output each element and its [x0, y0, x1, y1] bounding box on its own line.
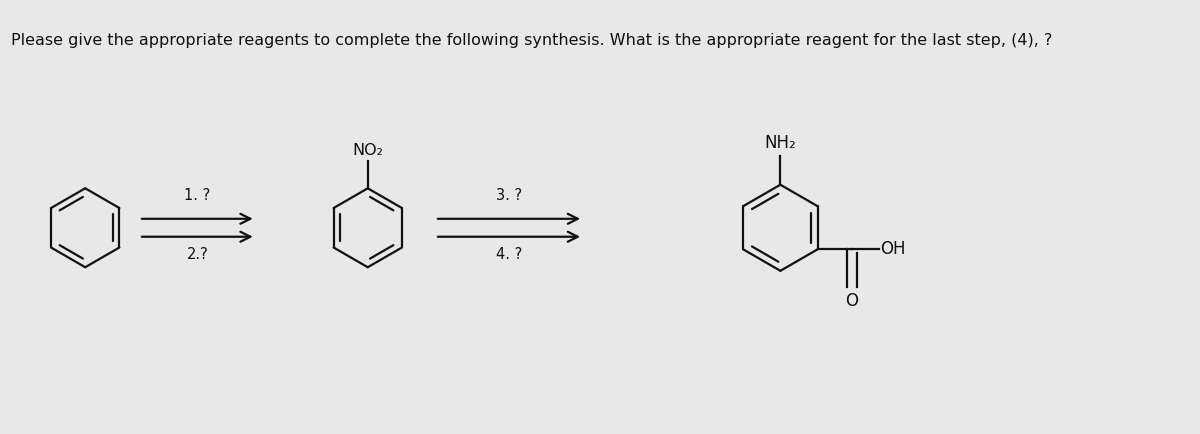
Text: OH: OH	[881, 240, 906, 258]
Text: Please give the appropriate reagents to complete the following synthesis. What i: Please give the appropriate reagents to …	[11, 33, 1052, 48]
Text: 1. ?: 1. ?	[185, 187, 210, 203]
Text: 2.?: 2.?	[186, 247, 209, 263]
Text: NH₂: NH₂	[764, 135, 797, 152]
Text: 3. ?: 3. ?	[496, 187, 522, 203]
Text: 4. ?: 4. ?	[496, 247, 522, 263]
Text: O: O	[845, 293, 858, 310]
Text: NO₂: NO₂	[353, 143, 383, 158]
